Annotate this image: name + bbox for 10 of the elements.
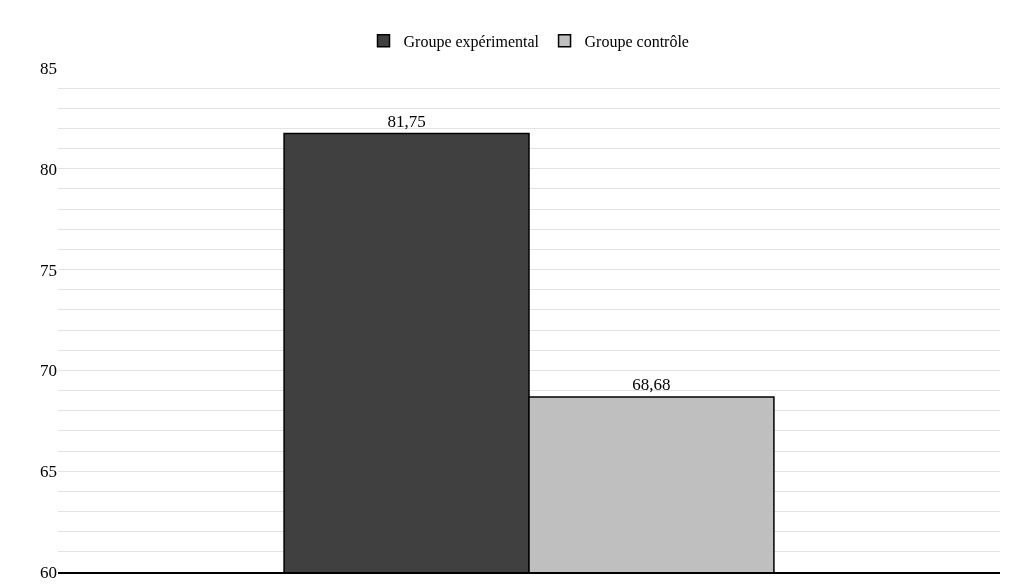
y-tick-label: 65 bbox=[40, 462, 57, 482]
data-label: 81,75 bbox=[387, 111, 426, 131]
legend-label: Groupe expérimental bbox=[403, 33, 540, 52]
y-tick-label: 60 bbox=[40, 562, 57, 582]
y-tick-label: 75 bbox=[40, 260, 57, 280]
legend-label: Groupe contrôle bbox=[584, 33, 689, 52]
y-tick-label: 70 bbox=[40, 361, 57, 381]
data-label: 68,68 bbox=[632, 375, 671, 395]
y-tick-label: 85 bbox=[40, 58, 57, 78]
y-tick-label: 80 bbox=[40, 159, 57, 179]
